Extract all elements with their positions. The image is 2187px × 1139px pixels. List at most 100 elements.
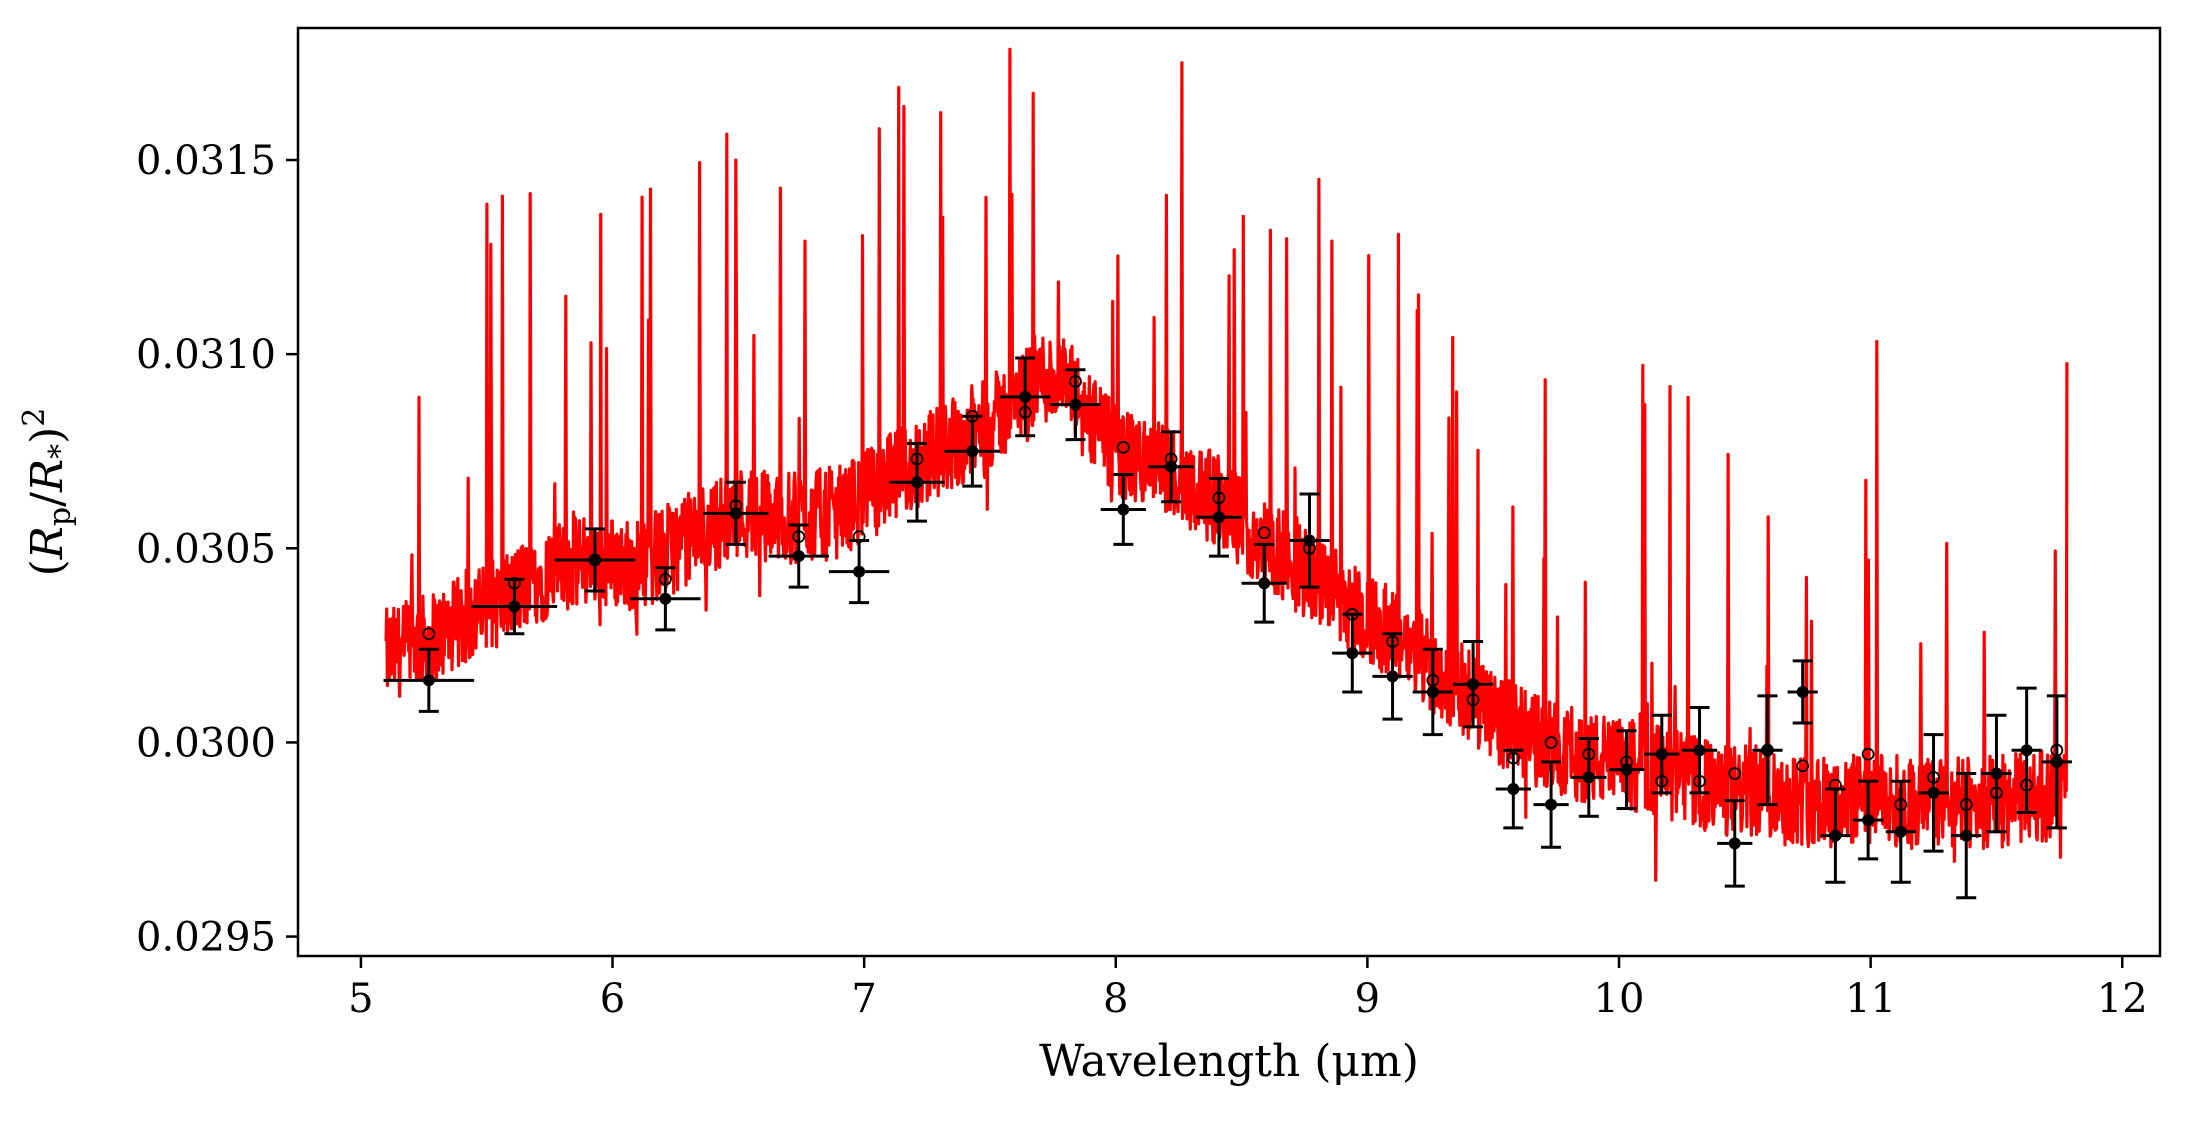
- binned-model-point: [1693, 774, 1706, 788]
- binned-model-point: [1466, 693, 1480, 707]
- data-point: [2020, 744, 2033, 757]
- data-point: [1894, 825, 1907, 838]
- data-point: [966, 445, 979, 458]
- binned-model-point: [1829, 778, 1842, 792]
- data-point: [792, 550, 805, 563]
- x-tick-label: 12: [2097, 976, 2148, 1022]
- binned-model-point: [1257, 526, 1271, 540]
- data-point: [1117, 503, 1130, 516]
- binned-model-point: [910, 452, 924, 466]
- y-label-close: ): [22, 427, 73, 444]
- binned-model-point: [1426, 673, 1440, 687]
- y-tick-label: 0.0305: [136, 526, 276, 572]
- binned-model-point: [2050, 743, 2064, 757]
- x-tick-label: 10: [1594, 976, 1645, 1022]
- y-label-open: (: [22, 559, 73, 576]
- binned-model-point: [2020, 778, 2034, 792]
- binned-model-point: [1990, 786, 2003, 800]
- binned-model-point: [1506, 751, 1520, 765]
- binned-model-point: [1544, 736, 1558, 749]
- data-point: [1796, 685, 1809, 698]
- data-point: [1019, 390, 1032, 403]
- binned-model-point: [965, 409, 979, 423]
- data-point: [910, 476, 923, 489]
- data-point: [422, 674, 435, 687]
- y-label-rstar: R: [22, 459, 73, 493]
- y-label-exp: 2: [17, 408, 52, 427]
- data-point: [1862, 814, 1875, 827]
- binned-model-point: [1861, 747, 1875, 761]
- data-point: [1212, 511, 1225, 524]
- model-spectrum-line: [384, 47, 2069, 882]
- model-spectrum-layer: [384, 47, 2069, 882]
- y-axis-ticks: 0.0295 0.0300 0.0305 0.0310 0.0315: [136, 138, 298, 961]
- binned-model-point: [1582, 747, 1596, 761]
- binned-model-point: [1728, 767, 1742, 780]
- data-point: [2050, 755, 2063, 768]
- error-bar: [1050, 368, 1101, 442]
- binned-model-point: [1927, 770, 1940, 784]
- y-label-rp: R: [22, 526, 73, 560]
- data-point: [1927, 786, 1940, 799]
- binned-model-point: [1386, 635, 1399, 648]
- data-point: [1960, 829, 1973, 842]
- data-point: [1303, 534, 1316, 547]
- y-axis-label: (Rp/R*)2: [17, 408, 78, 577]
- y-tick-label: 0.0310: [136, 332, 276, 378]
- data-point: [1829, 829, 1842, 842]
- x-axis-label: Wavelength (μm): [1039, 1036, 1419, 1087]
- binned-model-point: [1655, 774, 1669, 788]
- axes-frame: [296, 26, 2162, 958]
- y-tick-label: 0.0315: [136, 138, 276, 184]
- binned-model-point: [792, 530, 806, 544]
- plot-area: [383, 47, 2072, 900]
- binned-model-point: [1894, 798, 1908, 811]
- data-point: [1069, 398, 1082, 411]
- x-tick-label: 8: [1103, 976, 1128, 1022]
- y-label-slash: /: [22, 492, 73, 507]
- binned-model-point: [1212, 491, 1226, 505]
- data-point: [1346, 647, 1359, 660]
- data-point: [1386, 670, 1399, 683]
- data-point: [1990, 767, 2003, 780]
- data-point: [1655, 748, 1668, 761]
- x-tick-label: 9: [1355, 976, 1380, 1022]
- x-tick-label: 6: [600, 976, 625, 1022]
- y-label-p-sub: p: [43, 507, 78, 526]
- binned-model-point: [1959, 798, 1973, 811]
- data-point-layer: [422, 390, 2063, 850]
- data-point: [1467, 678, 1480, 691]
- x-tick-label: 5: [348, 976, 373, 1022]
- data-point: [1620, 763, 1633, 776]
- data-point: [659, 592, 672, 605]
- data-point: [729, 507, 742, 520]
- data-point: [588, 553, 601, 566]
- y-label-star-sub: *: [43, 444, 78, 459]
- data-point: [1693, 744, 1706, 757]
- y-tick-label: 0.0295: [136, 915, 276, 961]
- data-point: [1545, 798, 1558, 811]
- data-point: [1426, 685, 1439, 698]
- y-tick-label: 0.0300: [136, 720, 276, 766]
- data-point: [1507, 783, 1520, 796]
- data-point: [1165, 460, 1178, 473]
- data-point: [1761, 744, 1774, 757]
- binned-model-point: [852, 530, 866, 544]
- binned-model-point: [1069, 374, 1082, 388]
- x-tick-label: 11: [1845, 976, 1896, 1022]
- data-point: [853, 565, 866, 578]
- binned-model-point: [658, 572, 672, 586]
- binned-model-point: [507, 576, 521, 590]
- data-point: [508, 600, 521, 613]
- data-point: [1258, 577, 1271, 590]
- x-axis-ticks: 5 6 7 8 9 10 11 12: [348, 956, 2148, 1022]
- y-axis-label-text: (Rp/R*)2: [17, 408, 78, 577]
- binned-model-point: [422, 627, 436, 641]
- binned-model-point: [1345, 607, 1359, 621]
- data-point: [1728, 837, 1741, 850]
- binned-model-point: [1116, 440, 1130, 454]
- data-point: [1582, 771, 1595, 784]
- x-tick-label: 7: [851, 976, 876, 1022]
- binned-model-layer: [422, 374, 2064, 811]
